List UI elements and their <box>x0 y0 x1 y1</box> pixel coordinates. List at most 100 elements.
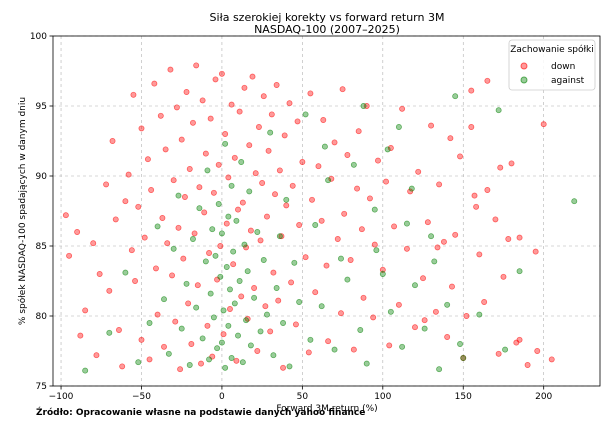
scatter-point-down <box>231 154 238 161</box>
scatter-point-down <box>154 311 161 318</box>
scatter-point-down <box>77 332 84 339</box>
scatter-point-down <box>268 111 275 118</box>
scatter-point-down <box>309 196 315 203</box>
scatter-point-against <box>431 258 438 265</box>
scatter-point-down <box>495 350 502 357</box>
scatter-point-against <box>371 206 378 213</box>
scatter-point-against <box>178 325 185 332</box>
scatter-point-down <box>254 348 261 354</box>
scatter-point-down <box>360 294 367 301</box>
scatter-point-down <box>151 80 158 87</box>
scatter-point-against <box>215 201 222 207</box>
scatter-point-against <box>238 159 245 165</box>
scatter-point-down <box>230 261 237 268</box>
scatter-point-down <box>366 195 373 202</box>
scatter-point-down <box>497 164 504 171</box>
scatter-point-down <box>283 202 290 209</box>
scatter-point-down <box>116 327 122 333</box>
scatter-point-down <box>363 103 370 109</box>
scatter-point-down <box>206 250 213 256</box>
scatter-point-down <box>215 161 222 168</box>
scatter-point-down <box>255 124 262 130</box>
scatter-point-down <box>228 101 235 108</box>
scatter-point-against <box>421 325 428 332</box>
scatter-point-down <box>399 105 406 112</box>
x-axis-label: Forward 3M return (%) <box>276 404 377 414</box>
scatter-point-down <box>220 331 227 338</box>
scatter-point-down <box>223 220 230 227</box>
scatter-point-down <box>159 215 166 221</box>
scatter-point-against <box>312 222 319 228</box>
chart-subtitle: NASDAQ-100 (2007–2025) <box>254 23 400 36</box>
scatter-point-down <box>432 308 439 315</box>
scatter-point-down <box>320 117 327 123</box>
scatter-point-down <box>294 118 301 125</box>
scatter-point-against <box>260 257 267 263</box>
legend-title: Zachowanie spółki <box>510 44 594 55</box>
scatter-point-down <box>468 87 475 94</box>
scatter-point-down <box>391 223 398 230</box>
scatter-point-down <box>452 231 459 238</box>
scatter-point-down <box>476 251 483 258</box>
scatter-point-down <box>262 303 269 310</box>
scatter-point-against <box>199 335 206 342</box>
scatter-point-down <box>471 192 478 199</box>
scatter-point-down <box>492 216 499 223</box>
scatter-point-down <box>412 324 418 331</box>
scatter-point-down <box>355 128 362 135</box>
scatter-point-down <box>370 314 377 321</box>
scatter-point-down <box>325 338 332 345</box>
scatter-point-against <box>280 320 287 326</box>
scatter-point-down <box>338 310 344 317</box>
scatter-point-down <box>395 301 402 308</box>
scatter-point-down <box>534 348 541 354</box>
scatter-point-down <box>387 145 394 151</box>
scatter-point-down <box>74 229 81 235</box>
scatter-point-against <box>251 294 258 301</box>
scatter-point-against <box>82 367 89 374</box>
scatter-point-down <box>436 181 443 188</box>
scatter-point-down <box>112 216 119 223</box>
scatter-point-down <box>267 328 274 335</box>
legend-marker-against <box>520 76 528 84</box>
scatter-point-against <box>186 362 193 368</box>
scatter-point-down <box>440 238 447 245</box>
scatter-point-down <box>193 62 200 69</box>
scatter-point-against <box>235 332 241 339</box>
scatter-point-against <box>190 236 196 242</box>
scatter-point-down <box>164 240 171 247</box>
scatter-point-down <box>259 180 266 186</box>
scatter-point-against <box>403 220 410 227</box>
scatter-point-against <box>270 352 277 359</box>
scatter-point-against <box>257 328 264 335</box>
scatter-point-against <box>236 278 243 284</box>
scatter-point-down <box>265 147 272 154</box>
scatter-point-down <box>153 265 159 272</box>
scatter-point-down <box>247 227 254 234</box>
scatter-point-down <box>135 203 142 210</box>
scatter-point-down <box>239 199 246 206</box>
scatter-point-against <box>273 285 280 291</box>
scatter-point-against <box>222 364 229 371</box>
x-tick-label: 100 <box>374 392 391 402</box>
scatter-point-against <box>183 280 190 287</box>
scatter-point-down <box>178 136 185 143</box>
scatter-point-down <box>173 104 180 111</box>
scatter-point-down <box>524 362 531 368</box>
scatter-point-against <box>296 299 303 305</box>
scatter-point-down <box>103 181 110 188</box>
scatter-point-against <box>373 247 380 254</box>
scatter-point-against <box>193 304 200 311</box>
scatter-point-against <box>165 350 172 357</box>
scatter-point-down <box>198 360 204 367</box>
scatter-point-down <box>212 76 219 83</box>
scatter-point-against <box>202 258 209 265</box>
scatter-point-against <box>230 248 237 255</box>
scatter-point-against <box>325 177 332 184</box>
scatter-point-down <box>204 322 211 329</box>
scatter-point-against <box>225 322 232 329</box>
scatter-point-down <box>93 352 100 359</box>
scatter-point-against <box>239 359 246 366</box>
scatter-point-down <box>148 187 155 193</box>
scatter-point-down <box>96 271 103 277</box>
